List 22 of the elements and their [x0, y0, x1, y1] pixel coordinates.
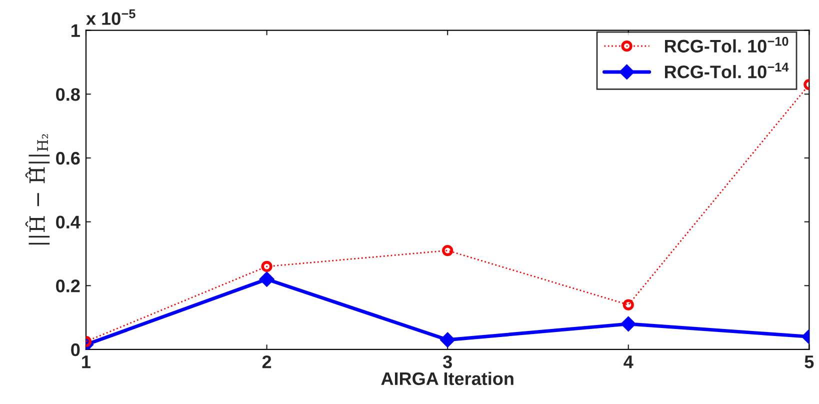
point — [261, 260, 272, 272]
point — [621, 316, 636, 332]
x-tick-label: 5 — [804, 356, 814, 368]
x-axis-title: AIRGA Iteration — [381, 372, 514, 386]
legend-label: RCG-Tol. 10$^{−10}$ — [665, 36, 788, 53]
text: x 10$^{−5}$ — [86, 9, 136, 25]
point — [622, 299, 634, 310]
point — [442, 244, 454, 256]
x-tick-label: 4 — [624, 356, 634, 368]
y-tick-label: 0.6 — [56, 152, 80, 165]
y-axis-title: ||Ĥ − Ĥ̃||$_{H₂}$ — [25, 134, 50, 244]
point — [260, 272, 274, 287]
x-tick-label: 3 — [442, 355, 452, 368]
y-tick-label: 0.8 — [56, 88, 80, 101]
y-tick-label: 0.4 — [56, 216, 80, 229]
y-tick-label: 0 — [71, 343, 80, 356]
x-tick-label: 1 — [82, 356, 91, 368]
point — [440, 332, 455, 348]
y-tick-label: 0.2 — [56, 280, 80, 292]
y-tick-label: 1 — [72, 24, 80, 37]
x-tick-label: 2 — [262, 355, 272, 368]
legend-label: RCG-Tol. 10$^{−14}$ — [665, 62, 789, 78]
